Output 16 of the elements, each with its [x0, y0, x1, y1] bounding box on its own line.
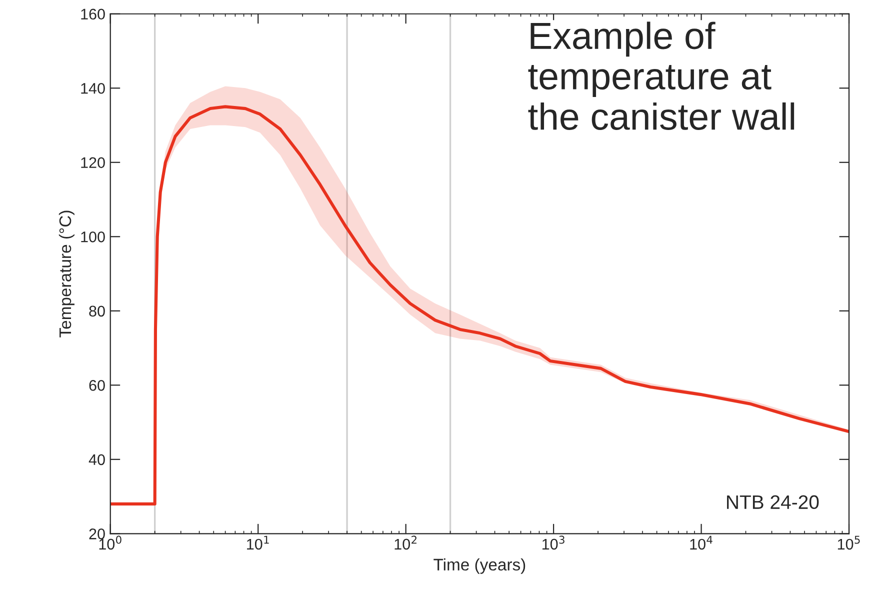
x-tick-label: 10$^{1}$ — [247, 536, 269, 550]
x-tick-label: 10$^{4}$ — [690, 536, 712, 550]
annotation: Example of temperature at the canister wall — [528, 22, 794, 130]
x-tick-label: 10$^{5}$ — [838, 536, 860, 550]
y-tick-label: 100 — [81, 232, 105, 242]
x-tick-label: 10$^{2}$ — [394, 536, 416, 550]
y-axis-title: Temperature (°C) — [58, 210, 74, 338]
y-tick-label: 140 — [81, 82, 105, 94]
y-tick-label: 160 — [81, 8, 105, 20]
x-tick-label: 10$^{3}$ — [542, 536, 564, 550]
y-tick-label: 120 — [81, 157, 105, 168]
y-tick-label: 60 — [89, 380, 105, 391]
annotation: NTB 24-20 — [727, 495, 819, 510]
x-axis-title: Time (years) — [434, 558, 526, 574]
y-tick-label: 40 — [88, 454, 105, 466]
y-tick-label: 80 — [89, 306, 105, 317]
